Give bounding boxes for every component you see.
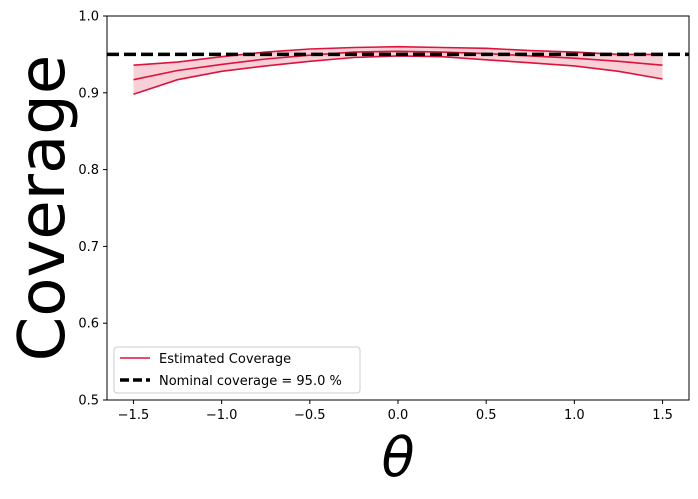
ticks-layer: −1.5 −1.0 −0.5 0.0 0.5 1.0 1.5 0.5 0.6 0.7 0.8 0.9 1… <box>78 10 673 424</box>
plot-data-layer <box>107 45 689 96</box>
y-axis-title: Coverage <box>6 55 80 362</box>
x-tick-label: 1.5 <box>652 408 673 423</box>
estimated-coverage-line <box>133 50 663 81</box>
x-tick-label: −1.0 <box>206 408 238 423</box>
legend: Estimated Coverage Nominal coverage = 95… <box>113 346 361 394</box>
x-tick-label: 0.0 <box>388 408 409 423</box>
y-tick-label: 0.9 <box>78 86 99 101</box>
x-tick-label: −1.5 <box>118 408 150 423</box>
legend-label-nominal-coverage: Nominal coverage = 95.0 % <box>159 374 342 389</box>
x-tick-label: −0.5 <box>294 408 326 423</box>
band-upper-line <box>133 45 663 66</box>
x-tick-label: 1.0 <box>564 408 585 423</box>
y-tick-label: 0.5 <box>78 394 99 409</box>
x-axis-title: θ <box>381 426 414 489</box>
y-tick-label: 1.0 <box>78 10 99 25</box>
legend-box <box>113 346 361 394</box>
y-tick-label: 0.7 <box>78 240 99 255</box>
y-tick-label: 0.8 <box>78 163 99 178</box>
y-tick-label: 0.6 <box>78 317 99 332</box>
x-tick-label: 0.5 <box>476 408 497 423</box>
legend-label-estimated-coverage: Estimated Coverage <box>159 352 291 367</box>
